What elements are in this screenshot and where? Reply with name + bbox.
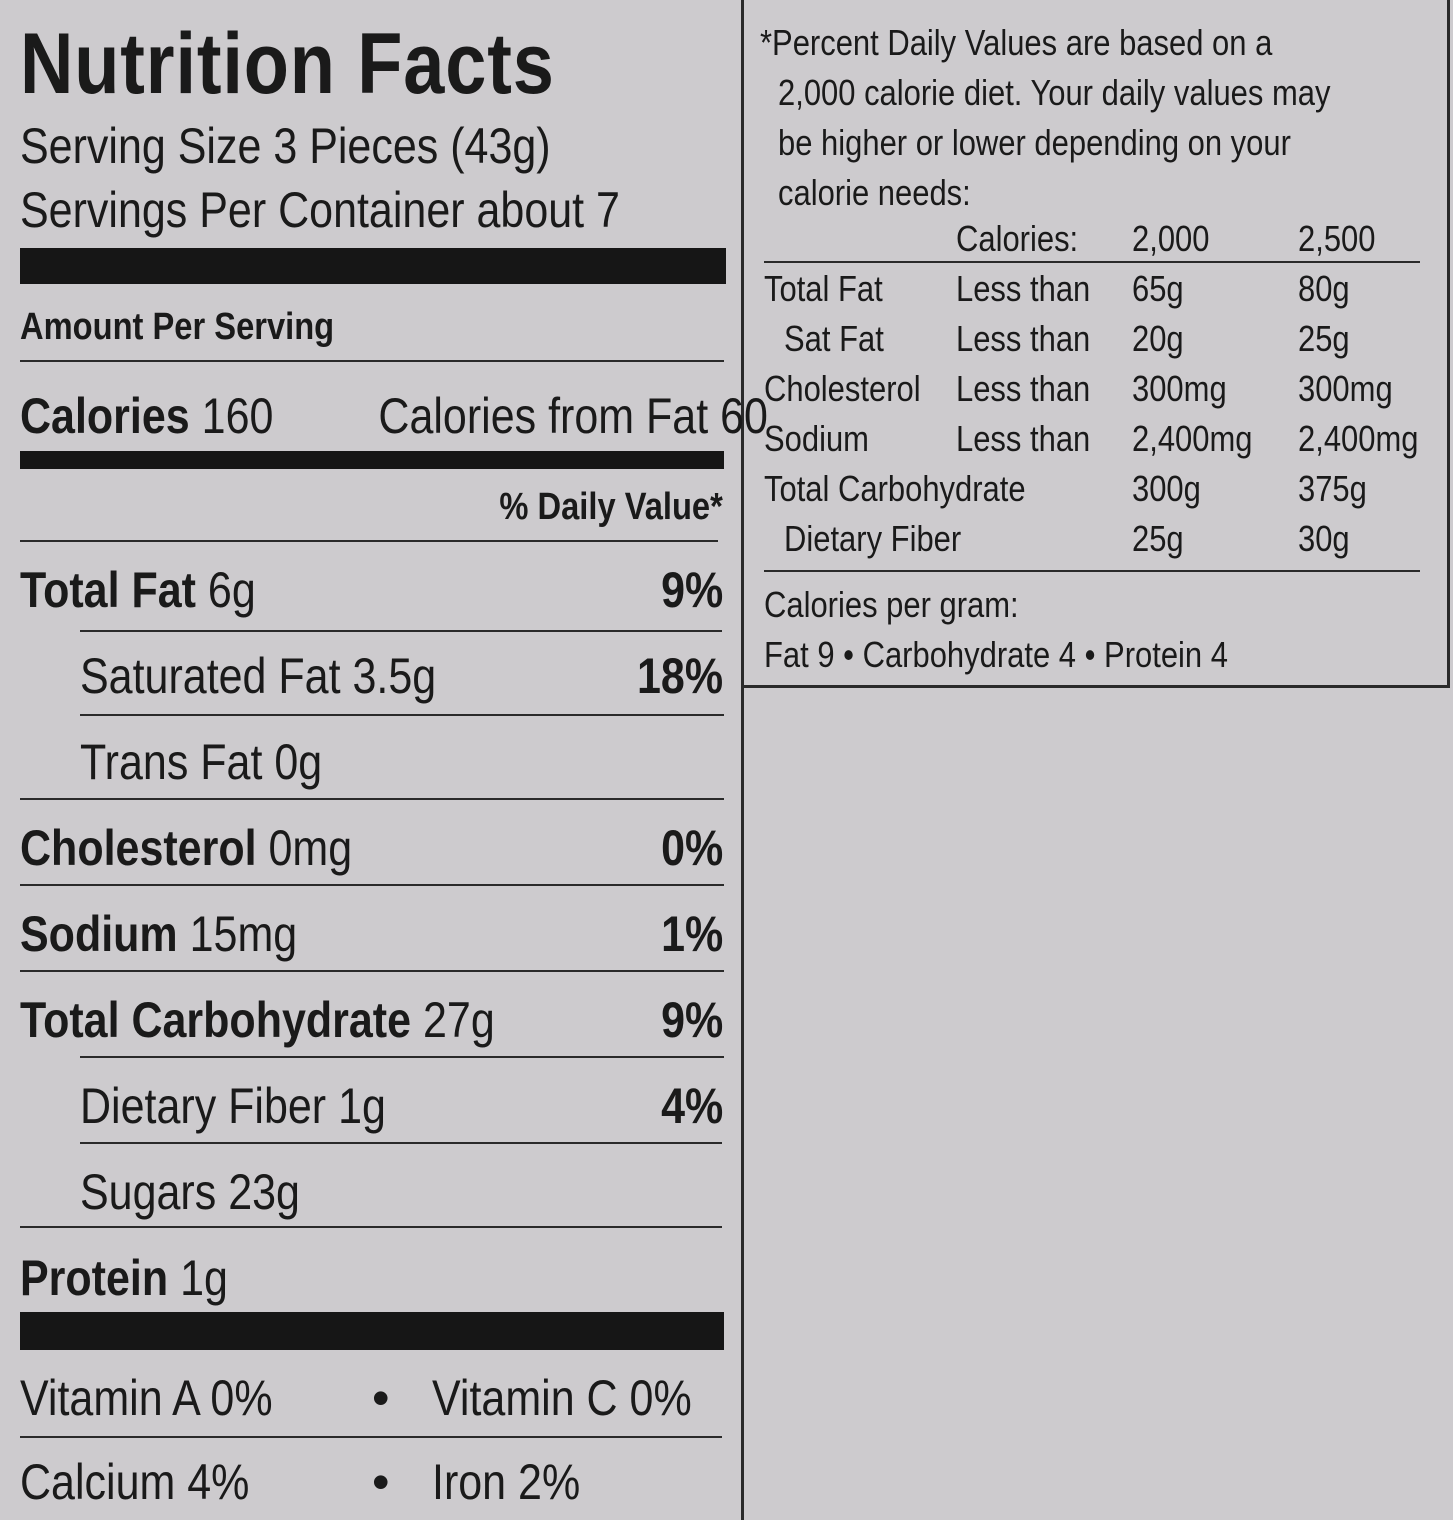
divider — [20, 970, 724, 972]
calories-label: Calories — [20, 388, 190, 444]
nutrient-name: Protein — [20, 1250, 169, 1306]
table-row-v2: 30g — [1298, 518, 1350, 559]
table-row-name: Dietary Fiber — [784, 518, 962, 559]
table-header-2000: 2,000 — [1132, 218, 1210, 259]
nutrient-name: Saturated Fat 3.5g — [80, 648, 437, 704]
nutrient-name: Sugars 23g — [80, 1164, 300, 1220]
nutrient-row-cholesterol: Cholesterol 0mg 0% — [20, 818, 723, 878]
nutrient-pct: 4% — [660, 1078, 723, 1134]
table-row-name: Sodium — [764, 418, 869, 459]
table-row-cond: Less than — [956, 418, 1091, 459]
divider — [20, 1226, 722, 1228]
table-row-name: Sat Fat — [784, 318, 884, 359]
divider — [20, 1436, 722, 1438]
nutrient-name: Sodium — [20, 906, 178, 962]
table-row-v1: 25g — [1132, 518, 1184, 559]
table-row-v2: 25g — [1298, 318, 1350, 359]
divider — [80, 1142, 722, 1144]
table-row-v2: 80g — [1298, 268, 1350, 309]
nutrient-row-total-carbohydrate: Total Carbohydrate 27g 9% — [20, 990, 723, 1050]
nutrient-amount: 1g — [180, 1250, 228, 1306]
nutrient-amount: 0mg — [268, 820, 353, 876]
calories-from-fat: Calories from Fat 60 — [378, 388, 768, 444]
vitamin-c: Vitamin C 0% — [432, 1370, 692, 1426]
divider — [764, 261, 1420, 263]
footnote-line: *Percent Daily Values are based on a — [760, 22, 1273, 63]
table-row-cond: Less than — [956, 318, 1091, 359]
table-row-v2: 2,400mg — [1298, 418, 1419, 459]
divider — [20, 798, 724, 800]
table-row-v1: 300g — [1132, 468, 1201, 509]
label-title: Nutrition Facts — [20, 16, 555, 112]
nutrient-row-total-fat: Total Fat 6g 9% — [20, 560, 723, 620]
calories-row: Calories 160 Calories from Fat 60 — [20, 386, 768, 446]
nutrient-amount: 15mg — [189, 906, 298, 962]
table-row-v2: 375g — [1298, 468, 1367, 509]
nutrient-name: Trans Fat 0g — [80, 734, 323, 790]
footnote-line: be higher or lower depending on your — [778, 122, 1291, 163]
nutrient-amount: 27g — [422, 992, 495, 1048]
nutrition-facts-panel: Nutrition Facts Serving Size 3 Pieces (4… — [20, 0, 768, 1520]
iron: Iron 2% — [432, 1454, 581, 1510]
table-row-v1: 2,400mg — [1132, 418, 1253, 459]
nutrient-row-saturated-fat: Saturated Fat 3.5g 18% — [80, 646, 723, 706]
divider — [764, 570, 1420, 572]
nutrient-amount: 6g — [207, 562, 256, 618]
divider — [20, 884, 724, 886]
daily-values-footnote-panel: *Percent Daily Values are based on a 2,0… — [744, 0, 1450, 688]
nutrient-pct: 18% — [636, 648, 723, 704]
bullet: • — [372, 1454, 390, 1510]
divider — [20, 360, 724, 362]
nutrient-row-protein: Protein 1g — [20, 1248, 723, 1308]
nutrient-name: Cholesterol — [20, 820, 257, 876]
footnote-line: 2,000 calorie diet. Your daily values ma… — [778, 72, 1331, 113]
vitamin-a: Vitamin A 0% — [20, 1370, 273, 1426]
divider — [80, 1056, 724, 1058]
footnote-line: calorie needs: — [778, 172, 971, 213]
nutrient-pct: 9% — [660, 562, 723, 618]
nutrient-pct: 9% — [660, 992, 723, 1048]
nutrient-pct: 1% — [660, 906, 723, 962]
bullet: • — [372, 1370, 390, 1426]
thick-divider — [20, 248, 726, 284]
divider — [80, 714, 724, 716]
nutrient-row-sugars: Sugars 23g — [80, 1162, 723, 1222]
table-header-2500: 2,500 — [1298, 218, 1376, 259]
nutrient-name: Total Fat — [20, 562, 196, 618]
serving-size: Serving Size 3 Pieces (43g) — [20, 118, 551, 174]
amount-per-serving: Amount Per Serving — [20, 306, 335, 348]
calories-per-gram: Fat 9 • Carbohydrate 4 • Protein 4 — [764, 634, 1228, 675]
table-row-v2: 300mg — [1298, 368, 1393, 409]
nutrient-row-dietary-fiber: Dietary Fiber 1g 4% — [80, 1076, 723, 1136]
calories-per-gram-label: Calories per gram: — [764, 584, 1019, 625]
calcium: Calcium 4% — [20, 1454, 250, 1510]
table-row-name: Total Carbohydrate — [764, 468, 1026, 509]
divider — [80, 630, 722, 632]
daily-value-header: % Daily Value* — [499, 486, 723, 528]
nutrient-row-sodium: Sodium 15mg 1% — [20, 904, 723, 964]
calories-value: 160 — [201, 388, 274, 444]
table-row-cond: Less than — [956, 368, 1091, 409]
nutrient-name: Total Carbohydrate — [20, 992, 412, 1048]
nutrient-name: Dietary Fiber 1g — [80, 1078, 386, 1134]
table-row-name: Cholesterol — [764, 368, 921, 409]
medium-divider — [20, 451, 724, 469]
table-row-cond: Less than — [956, 268, 1091, 309]
nutrient-row-trans-fat: Trans Fat 0g — [80, 732, 723, 792]
table-row-v1: 20g — [1132, 318, 1184, 359]
servings-per-container: Servings Per Container about 7 — [20, 182, 620, 238]
table-row-v1: 300mg — [1132, 368, 1227, 409]
table-header-calories: Calories: — [956, 218, 1079, 259]
table-row-name: Total Fat — [764, 268, 883, 309]
nutrient-pct: 0% — [660, 820, 723, 876]
thick-divider — [20, 1312, 724, 1350]
divider — [20, 540, 718, 542]
table-row-v1: 65g — [1132, 268, 1184, 309]
